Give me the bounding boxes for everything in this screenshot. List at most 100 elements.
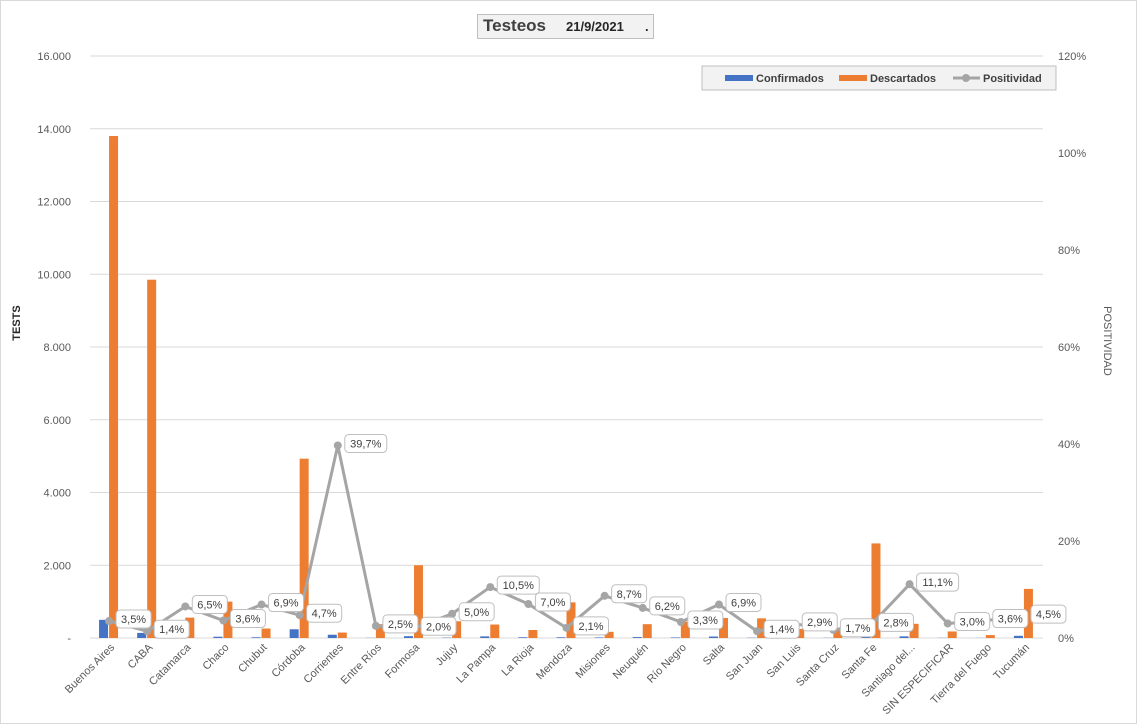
- data-label: 11,1%: [922, 577, 953, 589]
- category-label: Buenos Aires: [63, 641, 118, 696]
- data-label-box: [458, 602, 495, 622]
- y2-tick-label: 100%: [1058, 148, 1086, 160]
- category-label: La Pampa: [454, 641, 499, 686]
- bar-descartados: [147, 279, 157, 638]
- category-label: Mendoza: [534, 641, 575, 682]
- legend-box: [701, 65, 1057, 91]
- category-label: Catamarca: [147, 641, 194, 688]
- legend-label-descartados: Descartados: [870, 73, 936, 85]
- data-label-box: [496, 575, 540, 595]
- category-label: Chubut: [236, 642, 270, 676]
- bar-descartados: [452, 621, 462, 638]
- category-label: San Luis: [765, 641, 804, 680]
- data-label: 4,5%: [1036, 609, 1061, 621]
- legend-swatch-descartados: [839, 75, 867, 81]
- data-label-box: [992, 609, 1029, 629]
- data-label: 3,3%: [693, 615, 718, 627]
- data-label: 2,5%: [388, 619, 413, 631]
- y2-tick-label: 60%: [1058, 342, 1080, 354]
- data-label: 2,9%: [807, 617, 832, 629]
- positividad-point: [448, 609, 457, 618]
- bar-confirmados: [708, 636, 718, 638]
- bar-confirmados: [213, 636, 223, 638]
- bar-descartados: [185, 617, 195, 638]
- positividad-point: [524, 600, 533, 609]
- category-label: Santa Fe: [840, 642, 880, 682]
- y-tick-label: 6.000: [43, 415, 71, 427]
- positividad-point: [943, 619, 952, 628]
- data-label-box: [839, 618, 876, 638]
- bar-descartados: [1023, 588, 1033, 638]
- legend-marker-positividad: [962, 74, 970, 82]
- bar-descartados: [833, 627, 843, 638]
- y-tick-label: 16.000: [37, 51, 71, 63]
- y2-axis-title: POSITIVIDAD: [1101, 306, 1113, 376]
- bar-descartados: [795, 628, 805, 638]
- data-label-box: [420, 616, 457, 636]
- data-label-box: [801, 612, 838, 632]
- y2-tick-label: 120%: [1058, 51, 1086, 63]
- y-tick-label: -: [67, 633, 71, 645]
- data-label: 2,0%: [426, 621, 451, 633]
- legend-label-confirmados: Confirmados: [756, 73, 824, 85]
- positividad-point: [371, 621, 380, 630]
- bar-descartados: [871, 543, 881, 638]
- y2-tick-label: 80%: [1058, 245, 1080, 257]
- positividad-point: [105, 617, 114, 626]
- chart-date: 21/9/2021: [566, 19, 624, 34]
- data-label-box: [306, 603, 343, 623]
- category-label: Córdoba: [269, 641, 308, 680]
- positividad-point: [333, 441, 342, 450]
- positividad-point: [714, 600, 723, 609]
- legend-swatch-confirmados: [725, 75, 753, 81]
- positividad-point: [219, 616, 228, 625]
- category-label: Tucumán: [991, 642, 1032, 683]
- category-label: SIN ESPECIFICAR: [880, 642, 956, 718]
- category-label: Entre Ríos: [339, 641, 385, 687]
- bar-descartados: [528, 629, 538, 638]
- data-label: 2,1%: [578, 621, 603, 633]
- bar-confirmados: [670, 637, 680, 638]
- y2-tick-label: 0%: [1058, 633, 1074, 645]
- bar-confirmados: [404, 636, 414, 638]
- data-label-box: [687, 610, 724, 630]
- data-label-box: [573, 616, 609, 636]
- bar-descartados: [375, 624, 385, 638]
- data-label-box: [534, 592, 571, 612]
- category-label: CABA: [126, 641, 156, 671]
- bar-confirmados: [327, 634, 337, 638]
- y-tick-label: 10.000: [37, 269, 71, 281]
- bar-descartados: [642, 624, 652, 638]
- y2-tick-label: 20%: [1058, 536, 1080, 548]
- bar-confirmados: [899, 636, 909, 638]
- bar-confirmados: [518, 637, 528, 638]
- y-tick-label: 14.000: [37, 124, 71, 136]
- data-label: 4,7%: [312, 608, 337, 620]
- data-label: 6,9%: [731, 598, 756, 610]
- category-label: Formosa: [383, 641, 423, 681]
- positividad-point: [676, 617, 685, 626]
- positividad-point: [905, 580, 914, 589]
- data-label-box: [877, 612, 914, 632]
- positividad-point: [257, 600, 266, 609]
- bar-descartados: [757, 618, 767, 638]
- data-label-box: [268, 593, 305, 613]
- data-label: 10,5%: [503, 580, 534, 592]
- category-label: Salta: [701, 641, 728, 668]
- bar-confirmados: [251, 637, 261, 638]
- data-label-box: [611, 584, 648, 604]
- bar-descartados: [947, 631, 957, 638]
- data-label: 6,9%: [274, 598, 299, 610]
- bar-descartados: [680, 621, 690, 638]
- bar-confirmados: [632, 637, 642, 638]
- data-label: 6,2%: [655, 601, 680, 613]
- positividad-point: [181, 602, 190, 611]
- data-label-box: [649, 596, 686, 616]
- bar-confirmados: [480, 636, 490, 638]
- chart-title-box: Testeos 21/9/2021 .: [477, 14, 654, 39]
- category-label: Misiones: [574, 641, 614, 681]
- positividad-point: [638, 603, 647, 612]
- category-label: Jujuy: [434, 641, 461, 668]
- data-label-box: [916, 572, 960, 592]
